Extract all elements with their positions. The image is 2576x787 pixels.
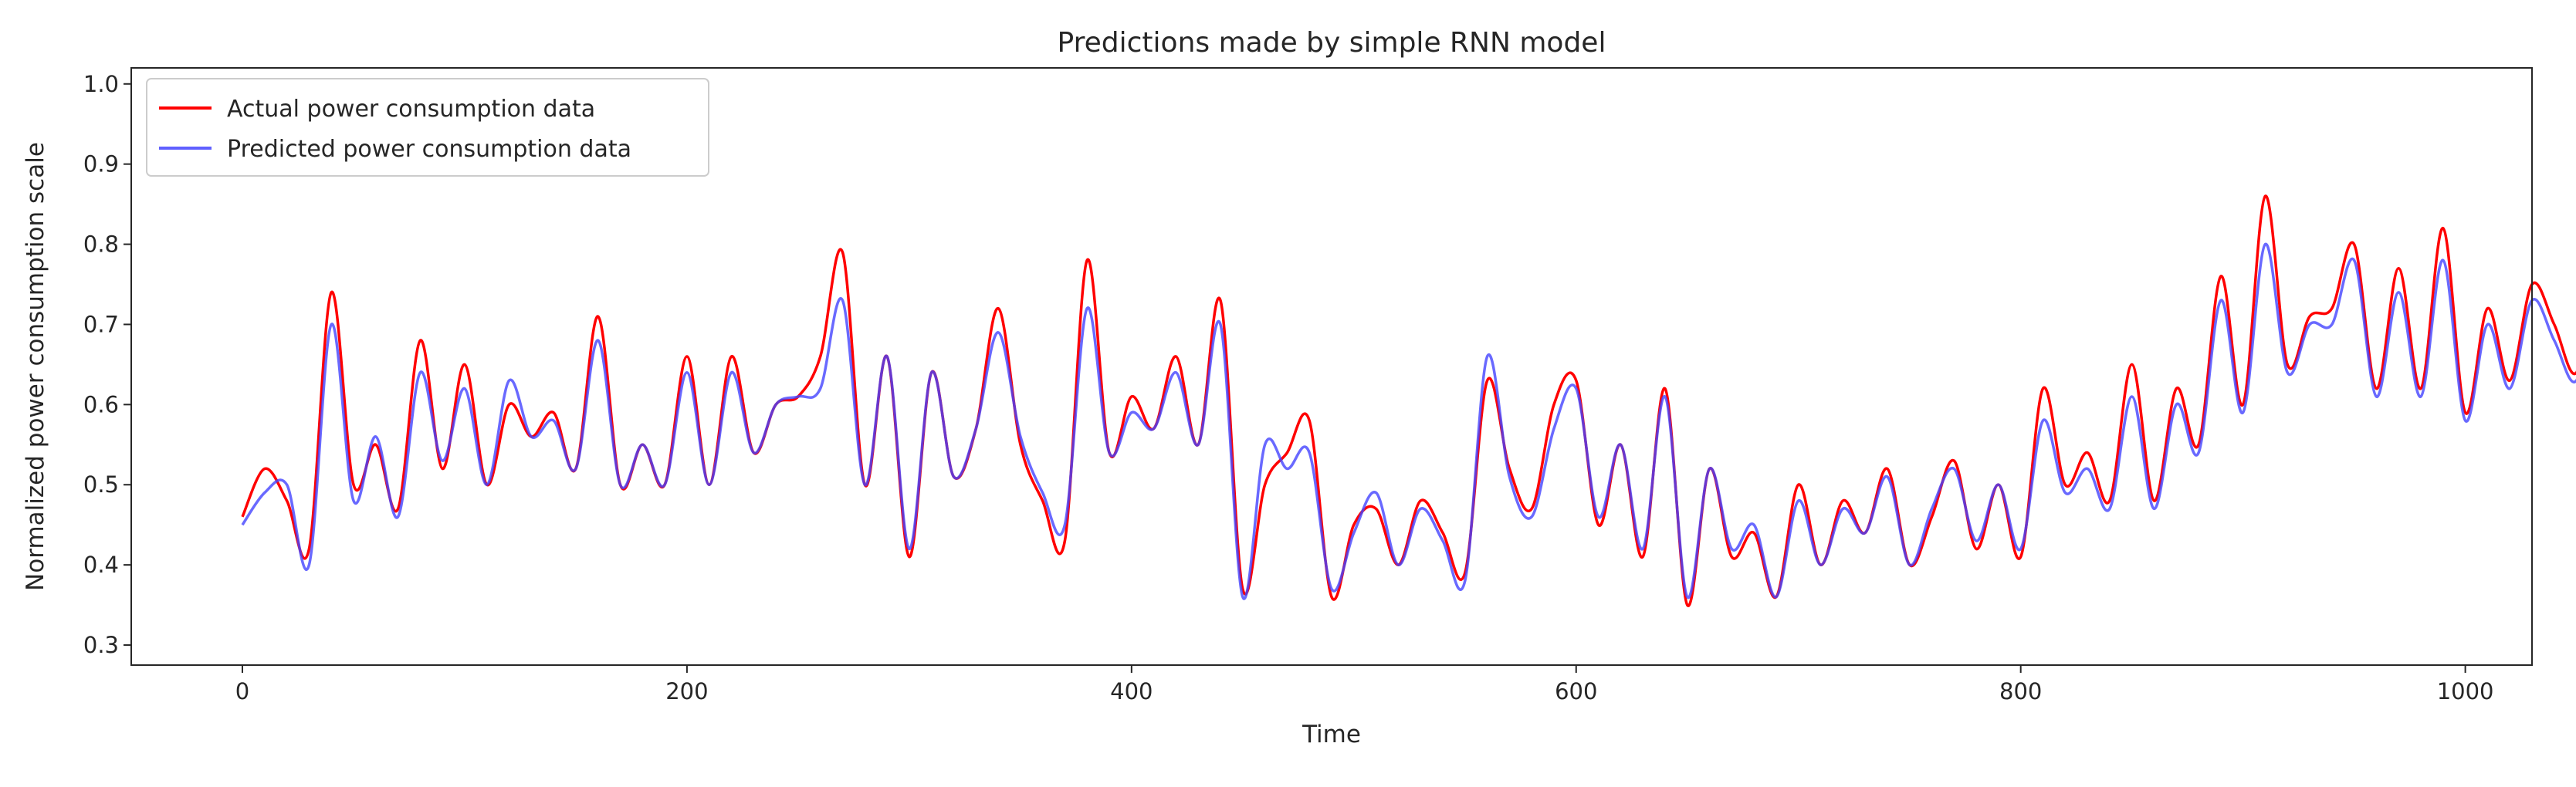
chart-title: Predictions made by simple RNN model	[1058, 27, 1606, 59]
y-tick-label: 0.8	[83, 231, 119, 258]
legend-label-predicted: Predicted power consumption data	[227, 136, 631, 163]
x-tick-label: 0	[235, 678, 249, 704]
x-tick-label: 600	[1555, 678, 1597, 704]
legend: Actual power consumption data Predicted …	[146, 78, 709, 177]
y-tick-label: 0.9	[83, 151, 119, 177]
y-tick-label: 0.3	[83, 632, 119, 658]
y-tick-label: 0.5	[83, 471, 119, 498]
series-layer	[241, 194, 2576, 607]
y-tick-label: 0.4	[83, 552, 119, 578]
y-tick-label: 1.0	[83, 71, 119, 97]
y-tick-label: 0.7	[83, 311, 119, 337]
series-line-predicted	[241, 242, 2576, 600]
y-tick-label: 0.6	[83, 391, 119, 417]
plot-frame	[130, 67, 2533, 666]
x-tick-label: 400	[1110, 678, 1153, 704]
y-axis: 0.3 0.4 0.5 0.6 0.7 0.8 0.9 1.0	[83, 71, 131, 658]
x-tick-label: 1000	[2437, 678, 2494, 704]
legend-box	[146, 78, 709, 177]
legend-label-actual: Actual power consumption data	[227, 96, 595, 123]
x-tick-label: 200	[665, 678, 708, 704]
x-axis: 0 200 400 600 800 1000	[235, 665, 2494, 704]
x-tick-label: 800	[1999, 678, 2042, 704]
x-axis-title: Time	[1302, 721, 1361, 748]
y-axis-title: Normalized power consumption scale	[22, 142, 49, 591]
